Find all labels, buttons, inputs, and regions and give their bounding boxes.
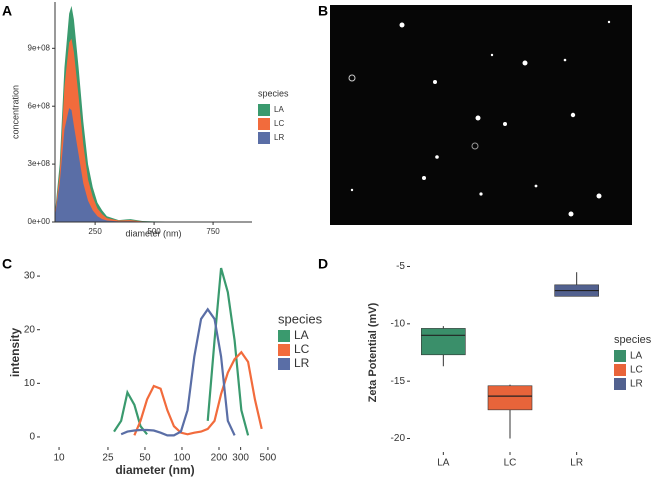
area (55, 108, 249, 222)
legend-key (278, 330, 290, 342)
x-tick-label: 300 (232, 453, 249, 464)
x-tick-label: 10 (53, 453, 65, 464)
line (120, 307, 236, 437)
x-tick-label: 250 (88, 227, 102, 236)
y-tick-label: -15 (391, 376, 406, 387)
panel-label: C (2, 256, 12, 272)
y-tick-label: 3e+08 (28, 159, 51, 168)
x-tick-label: 500 (260, 453, 277, 464)
legend-label: LC (630, 365, 643, 376)
legend-label: LC (274, 119, 284, 128)
y-axis-title: intensity (8, 328, 22, 378)
legend-title: species (278, 311, 323, 326)
box (421, 328, 466, 356)
legend-title: species (614, 334, 652, 346)
legend-label: LR (274, 133, 284, 142)
x-axis-title: diameter (nm) (115, 463, 194, 477)
legend-label: LA (274, 105, 284, 114)
legend-key (258, 104, 270, 116)
x-tick-label: 100 (174, 453, 191, 464)
y-tick-label: 0e+00 (28, 217, 51, 226)
legend-key (278, 358, 290, 370)
legend-key (614, 350, 626, 362)
legend-label: LA (294, 328, 309, 342)
x-tick-label: 200 (211, 453, 228, 464)
y-tick-label: 0 (29, 432, 35, 443)
box (487, 385, 533, 411)
x-tick-label: LA (437, 458, 450, 469)
x-tick-label: 500 (147, 227, 161, 236)
x-tick-label: 750 (206, 227, 220, 236)
x-tick-label: 25 (102, 453, 114, 464)
legend-label: LR (294, 356, 310, 370)
legend-key (278, 344, 290, 356)
x-tick-label: LR (570, 458, 583, 469)
panel-label: B (318, 3, 328, 19)
legend-key (614, 364, 626, 376)
legend-label: LR (630, 379, 643, 390)
legend-key (614, 378, 626, 390)
line (133, 350, 263, 436)
legend-label: LA (630, 351, 643, 362)
y-tick-label: 20 (24, 324, 36, 335)
y-tick-label: 30 (24, 271, 36, 282)
legend-title: species (258, 88, 289, 98)
legend-key (258, 118, 270, 130)
y-tick-label: 10 (24, 378, 36, 389)
y-tick-label: -20 (391, 433, 406, 444)
y-axis-title: Zeta Potential (mV) (367, 302, 379, 402)
y-tick-label: -10 (391, 318, 406, 329)
x-tick-label: 50 (139, 453, 151, 464)
line (113, 267, 250, 436)
legend-key (258, 132, 270, 144)
y-tick-label: -5 (396, 261, 405, 272)
micrograph (330, 5, 632, 225)
y-axis-title: concentration (10, 85, 20, 139)
y-tick-label: 9e+08 (28, 43, 51, 52)
x-tick-label: LC (504, 458, 517, 469)
x-axis-title: diameter (nm) (125, 228, 181, 238)
panel-label: D (318, 256, 328, 272)
legend-label: LC (294, 342, 310, 356)
panel-label: A (2, 3, 12, 19)
y-tick-label: 6e+08 (28, 101, 51, 110)
